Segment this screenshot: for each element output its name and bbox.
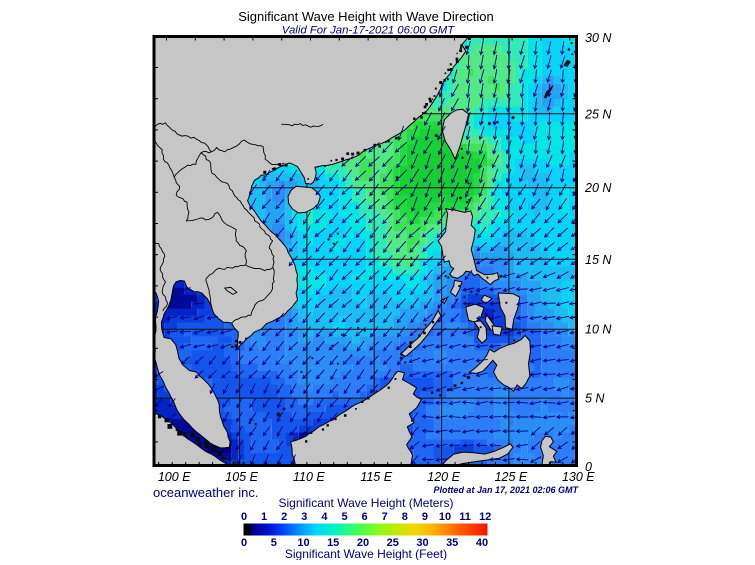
svg-text:0: 0 (241, 511, 247, 523)
svg-text:130 E: 130 E (562, 470, 595, 484)
svg-text:125 E: 125 E (495, 470, 528, 484)
svg-text:Significant Wave Height (Feet): Significant Wave Height (Feet) (285, 547, 447, 560)
svg-text:0: 0 (585, 460, 592, 474)
svg-text:25: 25 (387, 537, 399, 549)
svg-text:100 E: 100 E (158, 470, 191, 484)
svg-text:30 N: 30 N (585, 31, 612, 45)
svg-text:10: 10 (439, 511, 451, 523)
svg-text:0: 0 (241, 537, 247, 549)
svg-text:5 N: 5 N (585, 392, 605, 406)
svg-text:12: 12 (479, 511, 491, 523)
svg-text:5: 5 (271, 537, 277, 549)
svg-text:4: 4 (321, 511, 328, 523)
svg-text:1: 1 (261, 511, 267, 523)
svg-text:10 N: 10 N (585, 323, 612, 337)
svg-text:oceanweather inc.: oceanweather inc. (153, 485, 259, 500)
svg-text:20: 20 (357, 537, 369, 549)
svg-text:10: 10 (297, 537, 309, 549)
svg-text:115 E: 115 E (360, 470, 392, 484)
svg-text:35: 35 (446, 537, 458, 549)
svg-text:105 E: 105 E (225, 470, 258, 484)
svg-text:Plotted at Jan 17, 2021 02:06: Plotted at Jan 17, 2021 02:06 GMT (433, 485, 579, 495)
svg-text:5: 5 (341, 511, 347, 523)
svg-text:20 N: 20 N (584, 181, 612, 195)
svg-text:30: 30 (416, 537, 428, 549)
svg-text:40: 40 (476, 537, 488, 549)
svg-text:25 N: 25 N (584, 107, 612, 121)
svg-text:15 N: 15 N (585, 253, 612, 267)
svg-text:9: 9 (422, 511, 428, 523)
svg-text:15: 15 (327, 537, 339, 549)
svg-text:Significant Wave Height (Meter: Significant Wave Height (Meters) (279, 496, 454, 510)
svg-text:110 E: 110 E (293, 470, 325, 484)
svg-text:11: 11 (459, 511, 471, 523)
svg-text:Valid For Jan-17-2021 06:00 GM: Valid For Jan-17-2021 06:00 GMT (282, 25, 455, 37)
svg-text:Significant Wave Height with W: Significant Wave Height with Wave Direct… (238, 9, 494, 24)
svg-text:7: 7 (382, 511, 388, 523)
svg-text:120 E: 120 E (427, 470, 460, 484)
svg-text:3: 3 (301, 511, 307, 523)
svg-text:6: 6 (362, 511, 368, 523)
svg-text:8: 8 (402, 511, 408, 523)
svg-text:2: 2 (281, 511, 287, 523)
